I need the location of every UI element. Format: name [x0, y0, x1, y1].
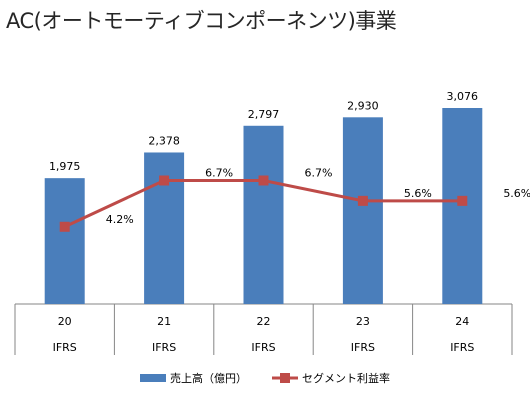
- bar-23: [342, 117, 383, 304]
- x-tick-label: 20: [58, 315, 72, 328]
- profit-margin-label: 5.6%: [503, 187, 530, 200]
- x-tick-label: 23: [356, 315, 370, 328]
- profit-margin-point: [59, 221, 70, 232]
- legend-bar-label: 売上高（億円）: [170, 371, 247, 385]
- profit-margin-point: [258, 175, 269, 186]
- x-tick-label: 22: [257, 315, 271, 328]
- bar-value-label: 1,975: [49, 160, 81, 173]
- legend-line-label: セグメント利益率: [302, 371, 390, 385]
- x-tick-sublabel: IFRS: [53, 341, 77, 354]
- bar-20: [44, 178, 85, 304]
- bar-24: [442, 108, 483, 304]
- legend-bar-swatch: [140, 374, 166, 382]
- bar-value-label: 2,378: [148, 134, 180, 147]
- bar-value-label: 2,930: [347, 99, 379, 112]
- x-tick-sublabel: IFRS: [152, 341, 176, 354]
- legend-line-marker: [280, 373, 290, 383]
- x-tick-sublabel: IFRS: [351, 341, 375, 354]
- bar-22: [243, 125, 284, 304]
- profit-margin-point: [457, 195, 468, 206]
- x-tick-sublabel: IFRS: [251, 341, 275, 354]
- bar-value-label: 3,076: [447, 90, 479, 103]
- bar-value-label: 2,797: [248, 108, 280, 121]
- profit-margin-label: 4.2%: [106, 213, 134, 226]
- chart-title: AC(オートモーティブコンポーネンツ)事業: [6, 9, 397, 33]
- x-tick-label: 24: [455, 315, 469, 328]
- profit-margin-point: [159, 175, 170, 186]
- profit-margin-label: 6.7%: [205, 167, 233, 180]
- bar-21: [144, 152, 185, 304]
- profit-margin-label: 6.7%: [305, 167, 333, 180]
- x-tick-label: 21: [157, 315, 171, 328]
- profit-margin-point: [357, 195, 368, 206]
- profit-margin-label: 5.6%: [404, 187, 432, 200]
- x-tick-sublabel: IFRS: [450, 341, 474, 354]
